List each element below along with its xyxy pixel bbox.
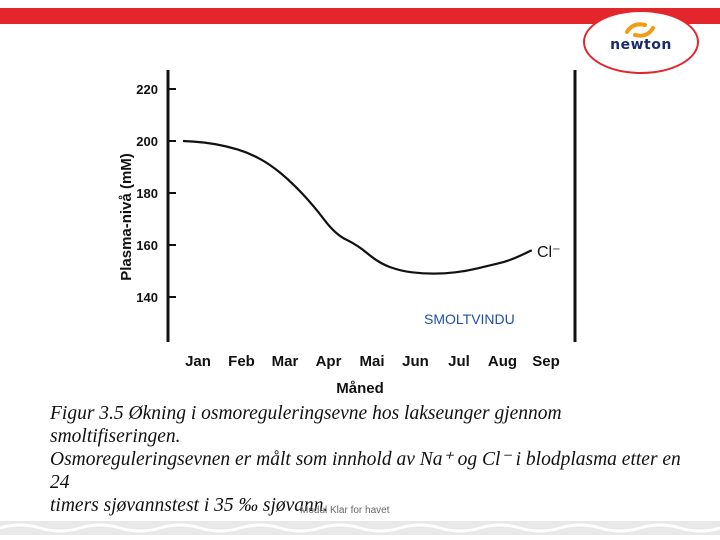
x-tick-label-feb: Feb (228, 353, 255, 370)
y-tick-label-220: 220 (136, 82, 158, 97)
series-label-cl: Cl⁻ (537, 244, 561, 261)
caption-line-1: Figur 3.5 Økning i osmoreguleringsevne h… (50, 403, 562, 447)
y-axis-label: Plasma-nivå (mM) (118, 153, 135, 281)
x-tick-label-aug: Aug (488, 353, 517, 370)
y-tick-label-180: 180 (136, 186, 158, 201)
x-axis-label: Måned (336, 380, 384, 397)
x-tick-label-apr: Apr (316, 353, 342, 370)
top-red-bar (0, 8, 720, 24)
caption-line-3: timers sjøvannstest i 35 ‰ sjøvann. (50, 495, 329, 516)
series-line-cl (182, 139, 533, 275)
y-tick-label-160: 160 (136, 238, 158, 253)
x-tick-label-sep: Sep (532, 353, 560, 370)
x-tick-label-mar: Mar (272, 353, 299, 370)
bottom-decorative-band (0, 521, 720, 535)
caption-line-2: Osmoreguleringsevnen er målt som innhold… (50, 449, 681, 493)
y-tick-label-200: 200 (136, 134, 158, 149)
x-tick-label-mai: Mai (359, 353, 384, 370)
plasma-chart: 140 160 180 200 220 Jan Feb Mar Apr Mai Jun Jul Aug S… (118, 70, 577, 397)
footer-text: Modul Klar for havet (300, 505, 390, 516)
x-tick-label-jun: Jun (402, 353, 429, 370)
figure-caption: Figur 3.5 Økning i osmoreguleringsevne h… (50, 402, 690, 517)
x-tick-label-jan: Jan (185, 353, 211, 370)
y-tick-label-140: 140 (136, 290, 158, 305)
newton-logo: newton (583, 10, 699, 74)
x-tick-label-jul: Jul (448, 353, 470, 370)
newton-swirl-icon (625, 22, 655, 38)
smoltvindu-annotation: SMOLTVINDU (424, 311, 515, 327)
logo-text: newton (610, 37, 672, 53)
